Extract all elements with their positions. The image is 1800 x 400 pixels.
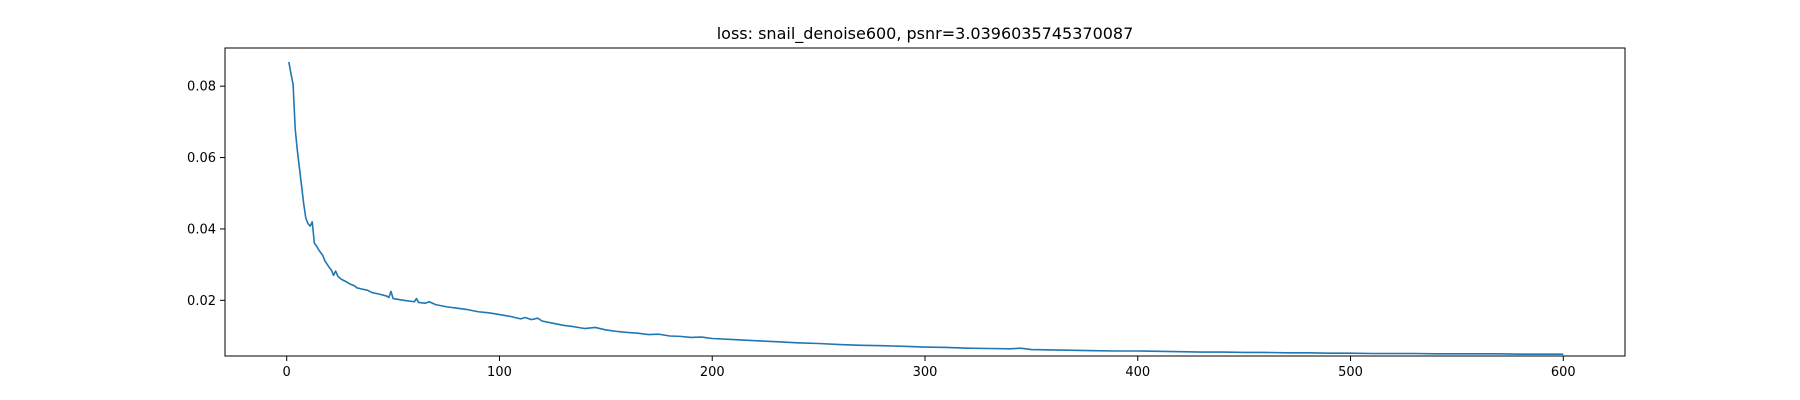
y-tick-label: 0.06	[187, 151, 216, 166]
y-tick-label: 0.08	[187, 80, 216, 95]
x-tick-label: 600	[1551, 365, 1576, 380]
x-tick-label: 200	[700, 365, 725, 380]
x-axis: 0 100 200 300 400 500 600	[283, 356, 1576, 380]
y-tick-label: 0.02	[187, 294, 216, 309]
chart-title: loss: snail_denoise600, psnr=3.039603574…	[717, 24, 1134, 44]
y-tick-label: 0.04	[187, 222, 216, 237]
y-axis: 0.02 0.04 0.06 0.08	[187, 80, 225, 309]
x-tick-label: 500	[1338, 365, 1363, 380]
x-tick-label: 400	[1125, 365, 1150, 380]
x-tick-label: 100	[487, 365, 512, 380]
axes-frame	[224, 47, 1626, 357]
plot-area	[288, 61, 1564, 356]
series-line-0	[288, 61, 1564, 356]
x-tick-label: 300	[913, 365, 938, 380]
x-tick-label: 0	[283, 365, 291, 380]
